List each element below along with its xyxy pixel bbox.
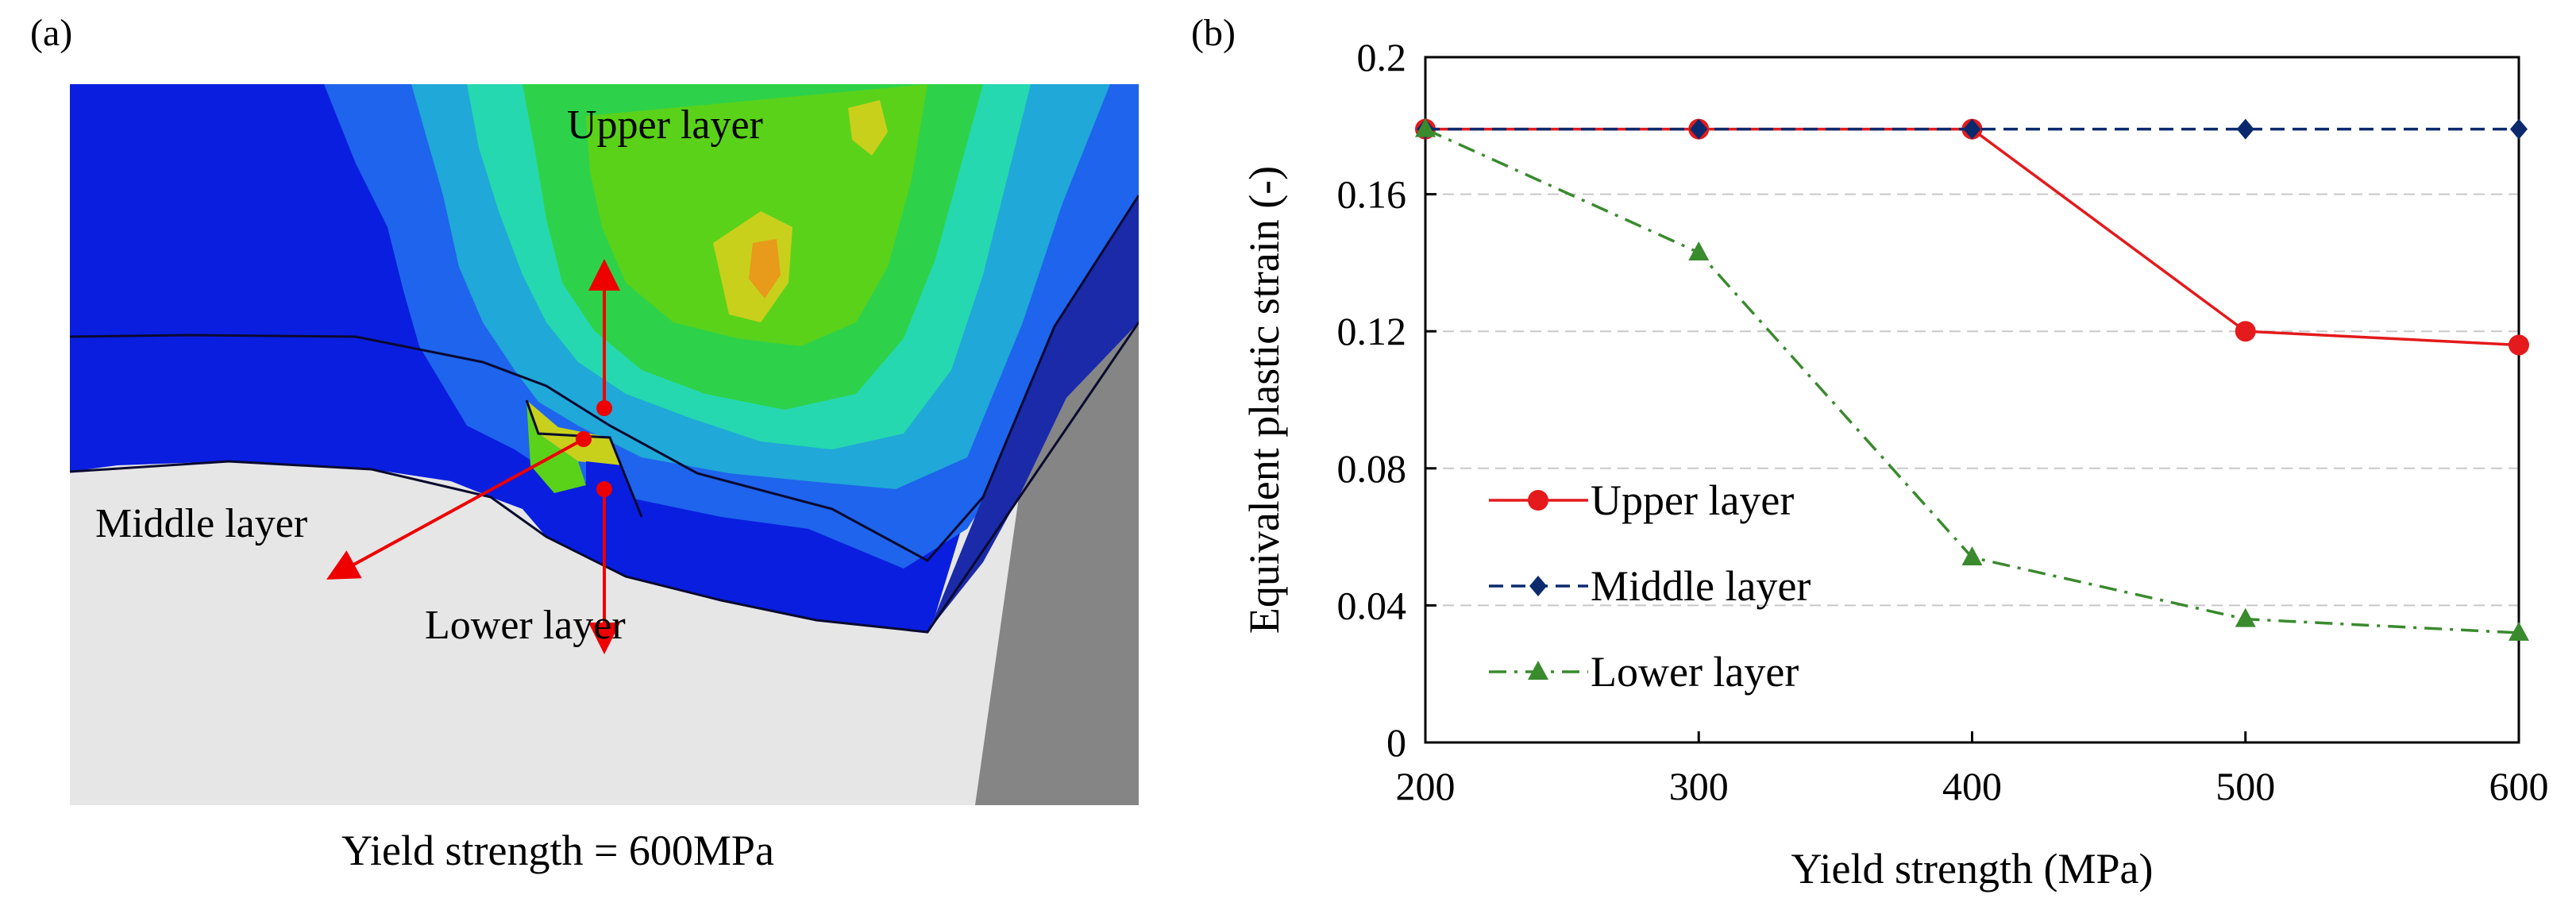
- callout-arrows: [326, 259, 620, 654]
- contour-band: [586, 461, 642, 529]
- y-tick-label: 0.12: [1337, 309, 1407, 353]
- panel-a-label: (a): [30, 12, 73, 54]
- fe-contour-image: [70, 84, 1139, 805]
- x-tick-label: 200: [1396, 764, 1456, 808]
- legend-marker: [1528, 490, 1548, 511]
- contour-band: [526, 400, 586, 493]
- contour-band: [749, 239, 781, 299]
- x-tick-label: 500: [2215, 764, 2275, 808]
- data-point: [2235, 321, 2256, 342]
- series-line-upper-layer: [1425, 127, 2520, 347]
- x-tick-label: 400: [1942, 764, 2002, 808]
- data-point: [2509, 621, 2529, 641]
- contour-band: [848, 100, 888, 156]
- data-point: [2509, 334, 2529, 356]
- plot-frame: [1424, 56, 2520, 744]
- x-tick-label: 600: [2489, 764, 2549, 808]
- data-point: [2235, 607, 2256, 627]
- callout-middle-layer: Middle layer: [95, 501, 308, 546]
- data-point: [1688, 241, 1710, 260]
- legend-label: Middle layer: [1591, 562, 1811, 610]
- contour-band: [526, 400, 622, 465]
- legend-marker: [1529, 576, 1547, 596]
- callout-lower-layer: Lower layer: [425, 603, 626, 648]
- y-tick-label: 0.2: [1357, 35, 1407, 79]
- legend-label: Lower layer: [1591, 648, 1799, 696]
- legend-marker: [1528, 661, 1548, 680]
- data-point: [1961, 546, 1983, 565]
- y-axis-label: Equivalent plastic strain (-): [1240, 166, 1288, 634]
- data-point: [1963, 118, 1981, 140]
- y-tick-label: 0: [1386, 720, 1406, 765]
- y-tick-label: 0.04: [1337, 583, 1407, 627]
- legend-label: Upper layer: [1591, 476, 1794, 524]
- data-point: [2236, 118, 2254, 140]
- y-tick-label: 0.16: [1337, 172, 1407, 217]
- data-point: [1415, 118, 1436, 137]
- callout-upper-layer: Upper layer: [567, 102, 763, 148]
- panel-b-label: (b): [1191, 12, 1236, 54]
- data-point: [2510, 118, 2528, 140]
- x-axis-label: Yield strength (MPa): [1791, 845, 2154, 893]
- panel-a-caption: Yield strength = 600MPa: [341, 827, 774, 874]
- data-point: [1690, 118, 1708, 140]
- y-tick-label: 0.08: [1337, 446, 1407, 491]
- fe-contour-svg: [70, 84, 1139, 805]
- x-tick-label: 300: [1669, 764, 1729, 808]
